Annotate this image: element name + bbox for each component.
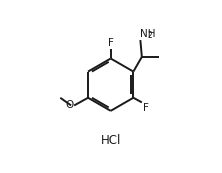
Text: 2: 2 (148, 31, 153, 40)
Text: NH: NH (140, 29, 155, 39)
Text: O: O (65, 101, 73, 110)
Text: F: F (108, 38, 114, 48)
Text: HCl: HCl (101, 134, 121, 147)
Text: F: F (143, 103, 149, 113)
